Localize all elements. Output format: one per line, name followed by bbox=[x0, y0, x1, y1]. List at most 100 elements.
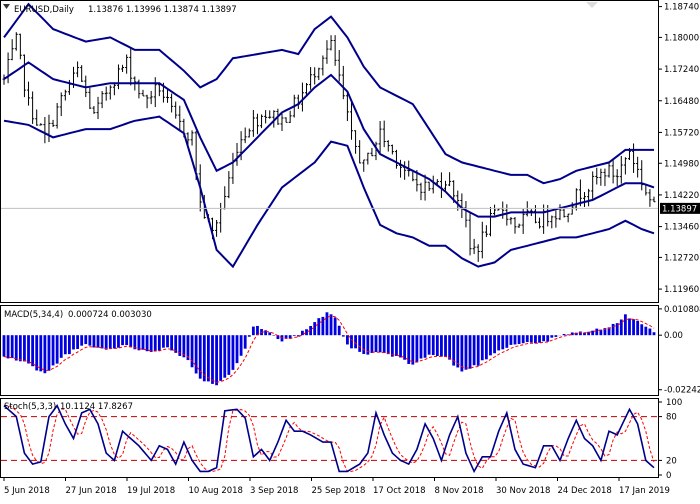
macd-histogram-bar bbox=[211, 335, 214, 384]
macd-histogram-bar bbox=[19, 335, 22, 361]
macd-histogram-bar bbox=[493, 335, 496, 353]
macd-histogram-bar bbox=[268, 332, 271, 335]
macd-histogram-bar bbox=[424, 335, 427, 358]
macd-histogram-bar bbox=[68, 335, 71, 354]
macd-histogram-bar bbox=[39, 335, 42, 371]
macd-histogram-bar bbox=[379, 335, 382, 352]
macd-histogram-bar bbox=[522, 335, 525, 343]
macd-histogram-bar bbox=[158, 335, 161, 351]
macd-histogram-bar bbox=[338, 326, 341, 335]
chart-symbol: EURUSD,Daily bbox=[14, 5, 74, 15]
macd-histogram-bar bbox=[117, 335, 120, 348]
macd-histogram-bar bbox=[444, 335, 447, 356]
bollinger-middle-band bbox=[4, 62, 654, 216]
macd-histogram-bar bbox=[146, 335, 149, 351]
macd-histogram-bar bbox=[56, 335, 59, 363]
macd-y-axis: 0.0108080.00-0.022420 bbox=[658, 305, 700, 396]
macd-histogram-bar bbox=[113, 335, 116, 348]
x-tick-label: 27 Jun 2018 bbox=[66, 486, 117, 496]
macd-histogram-bar bbox=[477, 335, 480, 366]
macd-histogram-bar bbox=[644, 327, 647, 336]
macd-histogram-bar bbox=[125, 335, 128, 345]
macd-histogram-bar bbox=[440, 335, 443, 356]
macd-histogram-bar bbox=[428, 335, 431, 354]
macd-histogram-bar bbox=[170, 335, 173, 350]
macd-histogram-bar bbox=[215, 335, 218, 385]
macd-histogram-bar bbox=[640, 324, 643, 335]
macd-histogram-bar bbox=[550, 335, 553, 337]
y-tick-label: 1.15720 bbox=[664, 128, 699, 138]
y-tick-label: 1.18000 bbox=[664, 33, 699, 43]
macd-histogram-bar bbox=[636, 321, 639, 335]
macd-histogram-bar bbox=[52, 335, 55, 365]
bollinger-lower-band bbox=[4, 117, 654, 267]
macd-histogram-bar bbox=[244, 335, 247, 348]
macd-histogram-bar bbox=[649, 329, 652, 336]
macd-histogram-bar bbox=[3, 335, 6, 356]
macd-histogram-bar bbox=[84, 335, 87, 344]
macd-histogram-bar bbox=[207, 335, 210, 381]
macd-histogram-bar bbox=[432, 335, 435, 355]
macd-histogram-bar bbox=[375, 335, 378, 352]
macd-histogram-bar bbox=[595, 329, 598, 336]
macd-histogram-bar bbox=[399, 335, 402, 357]
bollinger-upper-band bbox=[4, 4, 654, 183]
macd-histogram-bar bbox=[505, 335, 508, 348]
macd-histogram-bar bbox=[133, 335, 136, 349]
macd-signal-line bbox=[4, 316, 654, 382]
macd-histogram-bar bbox=[350, 335, 353, 348]
macd-histogram-bar bbox=[154, 335, 157, 351]
macd-histogram-bar bbox=[248, 335, 251, 337]
main-y-axis: 1.187401.180001.172401.164801.157201.149… bbox=[658, 3, 699, 296]
macd-histogram-bar bbox=[342, 335, 345, 336]
macd-histogram-bar bbox=[542, 335, 545, 341]
macd-histogram-bar bbox=[632, 319, 635, 335]
macd-histogram-bar bbox=[448, 335, 451, 359]
macd-histogram-bar bbox=[293, 335, 296, 336]
macd-histogram-bar bbox=[264, 330, 267, 335]
macd-histogram-bar bbox=[43, 335, 46, 373]
macd-histogram-bar bbox=[510, 335, 513, 345]
macd-histogram-bar bbox=[415, 335, 418, 362]
macd-histogram-bar bbox=[142, 335, 145, 350]
y-tick-label: 100 bbox=[666, 398, 682, 408]
macd-histogram-bar bbox=[72, 335, 75, 349]
macd-histogram-bar bbox=[563, 334, 566, 335]
macd-histogram-bar bbox=[129, 335, 132, 347]
macd-histogram-bar bbox=[387, 335, 390, 354]
macd-histogram-bar bbox=[93, 335, 96, 347]
macd-histogram-bar bbox=[534, 335, 537, 343]
macd-histogram-bar bbox=[420, 335, 423, 358]
macd-histogram-bar bbox=[501, 335, 504, 349]
chevron-down-icon[interactable] bbox=[3, 4, 10, 9]
chevron-down-icon[interactable] bbox=[586, 2, 598, 8]
macd-histogram-bar bbox=[35, 335, 38, 370]
stoch-values: 10.1124 17.8267 bbox=[60, 402, 133, 412]
macd-histogram-bar bbox=[391, 335, 394, 357]
macd-histogram-bar bbox=[240, 335, 243, 356]
macd-histogram-bar bbox=[7, 335, 10, 358]
macd-histogram-bar bbox=[301, 331, 304, 335]
macd-histogram-bar bbox=[411, 335, 414, 364]
macd-histogram-bar bbox=[653, 332, 656, 335]
macd-histogram-bar bbox=[628, 318, 631, 335]
macd-histogram-bar bbox=[362, 335, 365, 354]
macd-histogram-bar bbox=[497, 335, 500, 350]
macd-histogram-bar bbox=[15, 335, 18, 360]
macd-histogram-bar bbox=[232, 335, 235, 370]
macd-histogram-bar bbox=[203, 335, 206, 381]
macd-histogram-bar bbox=[219, 335, 222, 381]
y-tick-label: 1.12720 bbox=[664, 253, 699, 263]
macd-histogram-bar bbox=[60, 335, 63, 358]
macd-histogram-bar bbox=[138, 335, 141, 350]
macd-title: MACD(5,34,4) bbox=[4, 310, 63, 320]
macd-histogram-bar bbox=[80, 335, 83, 345]
macd-histogram-bar bbox=[485, 335, 488, 359]
macd-values: 0.000724 0.003030 bbox=[68, 310, 152, 320]
macd-histogram-bar bbox=[514, 335, 517, 344]
x-tick-label: 3 Sep 2018 bbox=[250, 486, 298, 496]
